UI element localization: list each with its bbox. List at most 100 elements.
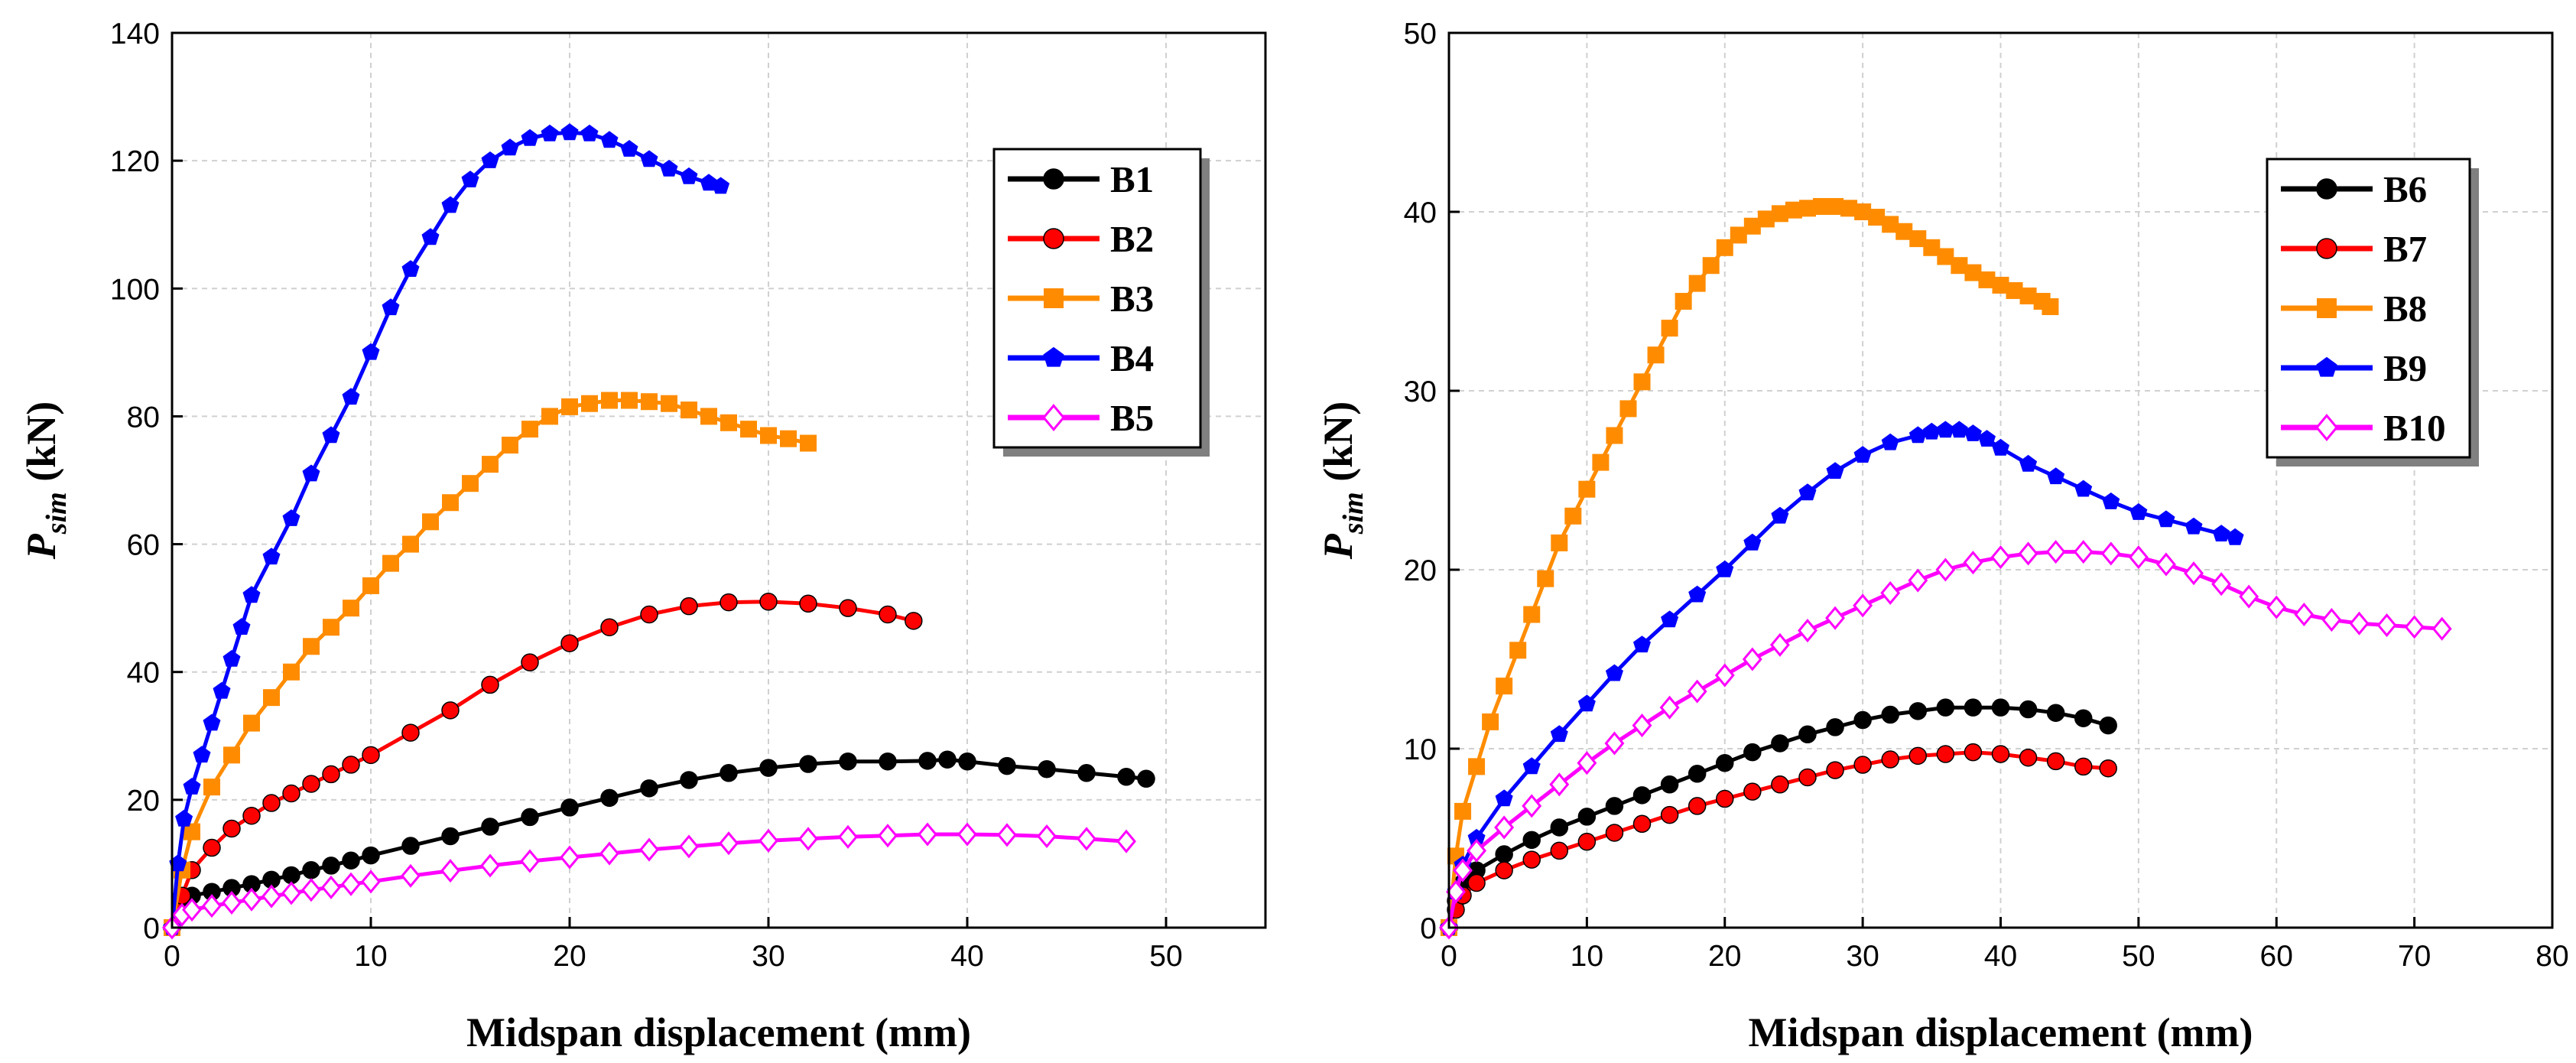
data-point-B5 [520,849,540,873]
data-point-B5 [719,831,739,856]
legend-marker-B3 [1044,288,1064,308]
x-axis-title: Midspan displacement (mm) [1749,1009,2253,1055]
data-point-B9 [1950,421,1968,438]
data-point-B7 [1605,824,1624,842]
legend-marker-B1 [1043,168,1064,190]
data-point-B4 [322,426,340,444]
data-point-B5 [401,863,421,888]
data-point-B10 [1742,647,1762,671]
x-tick-label: 0 [1441,940,1457,973]
x-axis-title: Midspan displacement (mm) [466,1009,971,1055]
y-tick-label: 140 [110,18,160,50]
data-point-B6 [1798,725,1817,744]
y-tick-label: 20 [127,785,160,818]
data-point-B4 [501,138,519,156]
legend-label-B9: B9 [2383,347,2427,389]
y-tick-label: 40 [127,657,160,690]
x-tick-label: 60 [2260,940,2293,973]
data-point-B10 [1714,663,1735,688]
data-point-B6 [1908,702,1928,720]
data-point-B3 [521,421,538,438]
data-point-B1 [938,750,957,769]
data-point-B4 [600,131,619,148]
axes: 0 10 20 30 40 50 60 70 80 0 10 20 30 40 50 [1404,18,2569,973]
y-tick-label: 50 [1404,18,1437,50]
data-point-B6 [1632,786,1652,805]
data-point-B5 [341,872,361,896]
data-point-B6 [1826,718,1844,736]
data-point-B7 [1853,756,1872,774]
legend: B1 B2 B3 B4 B5 [992,148,1210,457]
data-point-B6 [1522,831,1541,850]
data-point-B1 [998,756,1016,775]
data-point-B10 [1659,695,1680,720]
data-point-B3 [203,779,220,796]
data-point-B8 [1909,230,1927,248]
data-point-B6 [1605,797,1624,815]
data-point-B2 [839,599,857,617]
data-point-B3 [323,619,339,636]
data-point-B2 [600,618,619,636]
data-point-B7 [1771,775,1789,794]
y-axis-title-sub: sim [1337,492,1369,535]
data-point-B5 [202,894,222,918]
data-point-B9 [1633,636,1651,653]
data-point-B10 [1604,731,1625,756]
data-point-B9 [1798,483,1817,501]
legend-label-B2: B2 [1110,218,1154,260]
series-B8 [1441,197,2059,936]
data-point-B4 [203,714,221,731]
data-point-B5 [1037,824,1057,849]
data-point-B2 [242,807,261,825]
y-tick-label: 30 [1404,375,1437,408]
data-point-B1 [441,827,460,846]
legend-marker-B9 [2316,356,2337,377]
y-tick-label: 80 [127,401,160,434]
data-point-B8 [1716,239,1733,256]
data-point-B8 [1937,248,1954,265]
data-point-B7 [1550,841,1569,860]
y-axis-title-main: P [1315,533,1361,560]
data-point-B1 [799,755,817,773]
data-point-B1 [282,866,300,885]
data-point-B10 [1963,551,1983,575]
data-point-B10 [1908,568,1928,593]
data-point-B7 [2046,752,2065,771]
data-point-B1 [401,837,420,855]
data-point-B10 [2239,584,2259,609]
data-point-B2 [302,775,320,793]
data-point-B10 [2045,540,2066,564]
data-point-B6 [1550,818,1569,837]
series-B6 [1440,698,2117,937]
data-point-B8 [1619,400,1637,418]
data-point-B4 [223,649,241,667]
data-point-B9 [1522,757,1541,775]
data-point-B4 [302,464,320,482]
data-point-B4 [362,343,380,360]
data-point-B10 [2431,616,2452,641]
data-point-B1 [481,818,499,836]
data-point-B7 [1660,805,1679,824]
x-tick-label: 20 [1708,940,1741,973]
y-axis-title-unit: (kN) [18,401,64,492]
legend-label-B5: B5 [1110,397,1154,439]
y-axis-title-sub: sim [41,492,73,535]
x-tick-label: 40 [1984,940,2017,973]
x-tick-label: 30 [752,940,784,973]
data-point-B6 [1688,765,1707,783]
data-point-B5 [281,881,301,905]
data-point-B8 [1675,293,1692,310]
data-point-B4 [232,618,251,635]
series-B2 [163,593,923,937]
x-tick-label: 30 [1846,940,1879,973]
data-point-B10 [1446,879,1466,904]
x-tick-label: 20 [553,940,586,973]
y-tick-label: 100 [110,273,160,306]
data-point-B7 [1881,750,1899,769]
y-tick-label: 120 [110,145,160,178]
legend-marker-B10 [2315,414,2338,441]
data-point-B3 [740,421,757,438]
data-point-B10 [2211,572,2232,597]
data-point-B4 [213,681,231,699]
data-point-B10 [2404,615,2425,639]
